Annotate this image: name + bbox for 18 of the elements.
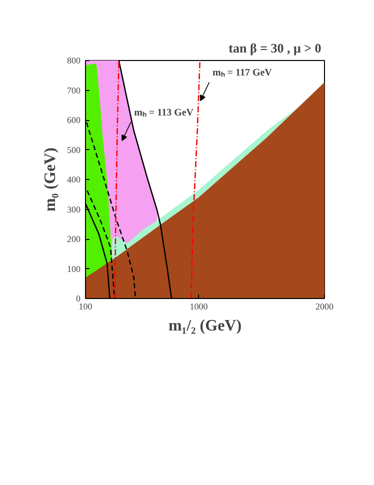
annotation: mₕ = 113 GeV bbox=[134, 108, 194, 119]
y-tick-label: 500 bbox=[67, 144, 81, 155]
line-series bbox=[114, 62, 120, 298]
x-axis-title: m₁/₂ (GeV) bbox=[168, 318, 242, 334]
x-tick-label: 2000 bbox=[316, 302, 334, 312]
annotation: mₕ = 117 GeV bbox=[212, 68, 273, 79]
y-tick-label: 0 bbox=[76, 294, 81, 304]
y-tick-label: 700 bbox=[67, 85, 81, 96]
y-axis-title: m₀ (GeV) bbox=[42, 148, 59, 212]
chart-title: tan β = 30 , μ > 0 bbox=[228, 40, 322, 56]
x-tick-label: 100 bbox=[78, 302, 93, 312]
y-tick-label: 800 bbox=[67, 56, 81, 66]
y-tick-label: 200 bbox=[67, 234, 81, 244]
y-tick-label: 600 bbox=[67, 115, 81, 125]
x-tick-label: 1000 bbox=[190, 302, 208, 312]
y-tick-label: 300 bbox=[67, 204, 81, 214]
y-tick-label: 100 bbox=[67, 264, 81, 274]
y-tick-label: 400 bbox=[67, 174, 81, 184]
